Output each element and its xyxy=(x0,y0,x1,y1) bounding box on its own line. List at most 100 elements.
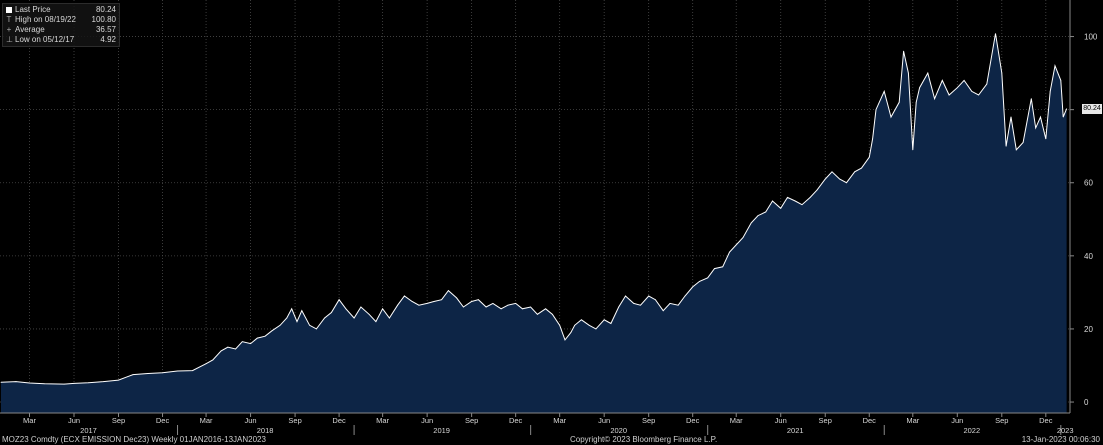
price-point xyxy=(345,308,347,310)
legend-box: Last Price 80.24 T High on 08/19/22 100.8… xyxy=(2,3,120,47)
price-point xyxy=(0,381,2,383)
price-point xyxy=(574,324,576,326)
price-point xyxy=(1022,142,1024,143)
price-point xyxy=(1005,145,1007,147)
price-point xyxy=(707,277,709,279)
x-month-label: Dec xyxy=(1039,416,1053,425)
price-point xyxy=(570,332,572,333)
price-point xyxy=(1001,72,1003,74)
legend-high: T High on 08/19/22 100.80 xyxy=(6,15,116,24)
x-month-label: Jun xyxy=(68,416,80,425)
price-point xyxy=(88,382,89,384)
x-month-label: Sep xyxy=(112,416,125,425)
x-year-label: 2023 xyxy=(1057,426,1074,435)
low-marker-icon: ⊥ xyxy=(6,35,13,44)
price-point xyxy=(603,319,605,321)
price-point xyxy=(1060,80,1062,81)
price-point xyxy=(824,178,826,180)
price-point xyxy=(1010,116,1012,118)
price-point xyxy=(875,109,877,111)
price-point xyxy=(330,312,332,313)
price-point xyxy=(872,138,874,140)
price-point xyxy=(978,94,979,96)
price-point xyxy=(765,211,767,213)
price-point xyxy=(397,304,399,306)
price-point xyxy=(898,101,900,103)
price-point xyxy=(559,324,561,326)
price-point xyxy=(162,372,163,374)
price-point xyxy=(839,178,841,180)
price-point xyxy=(418,304,420,306)
price-point xyxy=(1062,116,1064,118)
price-point xyxy=(73,382,75,384)
x-month-label: Dec xyxy=(156,416,170,425)
price-point xyxy=(264,335,266,337)
price-point xyxy=(1054,65,1056,67)
chart-axes xyxy=(0,0,1074,435)
price-point xyxy=(403,295,405,297)
x-month-label: Dec xyxy=(686,416,700,425)
price-point xyxy=(640,304,641,306)
price-point xyxy=(212,359,214,361)
x-month-label: Sep xyxy=(288,416,301,425)
price-point xyxy=(941,80,943,81)
price-point xyxy=(722,266,724,268)
x-month-label: Mar xyxy=(376,416,389,425)
price-point xyxy=(522,308,523,310)
price-point xyxy=(995,33,996,35)
x-month-label: Jun xyxy=(245,416,257,425)
price-point xyxy=(271,330,273,332)
price-point xyxy=(241,341,243,343)
price-point xyxy=(963,80,965,81)
price-point xyxy=(118,379,119,381)
price-point xyxy=(854,171,856,173)
price-point xyxy=(581,319,582,321)
price-point xyxy=(448,290,449,291)
x-month-label: Mar xyxy=(553,416,566,425)
price-point xyxy=(677,304,679,306)
axis-tick-labels: 020406080100MarJunSepDecMarJunSepDecMarJ… xyxy=(23,33,1098,435)
price-point xyxy=(618,306,620,308)
x-year-label: 2021 xyxy=(787,426,804,435)
x-year-label: 2017 xyxy=(80,426,97,435)
price-point xyxy=(903,50,904,52)
price-point xyxy=(669,302,671,304)
price-point xyxy=(648,295,650,297)
x-year-label: 2022 xyxy=(963,426,980,435)
price-point xyxy=(809,196,811,198)
price-point xyxy=(564,339,566,341)
price-point xyxy=(908,72,909,74)
price-point xyxy=(256,337,258,339)
price-point xyxy=(927,72,929,74)
price-point xyxy=(662,310,664,312)
price-point xyxy=(507,304,509,306)
legend-low: ⊥ Low on 05/12/17 4.92 xyxy=(6,35,116,44)
footer-copyright: Copyright© 2023 Bloomberg Finance L.P. xyxy=(570,435,718,444)
footer-security-info: MOZ23 Comdty (ECX EMISSION Dec23) Weekly… xyxy=(2,435,266,444)
x-month-label: Sep xyxy=(465,416,478,425)
y-tick-label: 0 xyxy=(1084,398,1089,407)
x-month-label: Jun xyxy=(775,416,787,425)
price-point xyxy=(286,317,288,319)
legend-average: + Average 36.57 xyxy=(6,25,116,34)
x-year-label: 2020 xyxy=(610,426,627,435)
price-point xyxy=(279,324,281,326)
price-point xyxy=(360,306,362,308)
price-point xyxy=(986,83,988,85)
price-point xyxy=(132,374,134,376)
x-month-label: Dec xyxy=(332,416,346,425)
last-price-swatch-icon xyxy=(6,7,12,13)
price-point xyxy=(296,321,298,323)
price-point xyxy=(780,207,782,209)
price-point xyxy=(492,302,494,304)
price-point xyxy=(861,167,862,169)
price-point xyxy=(537,313,538,315)
price-point xyxy=(545,308,547,310)
price-point xyxy=(956,87,958,89)
price-point xyxy=(552,313,553,315)
x-month-label: Mar xyxy=(906,416,919,425)
price-point xyxy=(934,98,935,100)
price-point xyxy=(610,323,612,324)
price-point xyxy=(714,268,715,270)
price-point xyxy=(868,156,870,158)
